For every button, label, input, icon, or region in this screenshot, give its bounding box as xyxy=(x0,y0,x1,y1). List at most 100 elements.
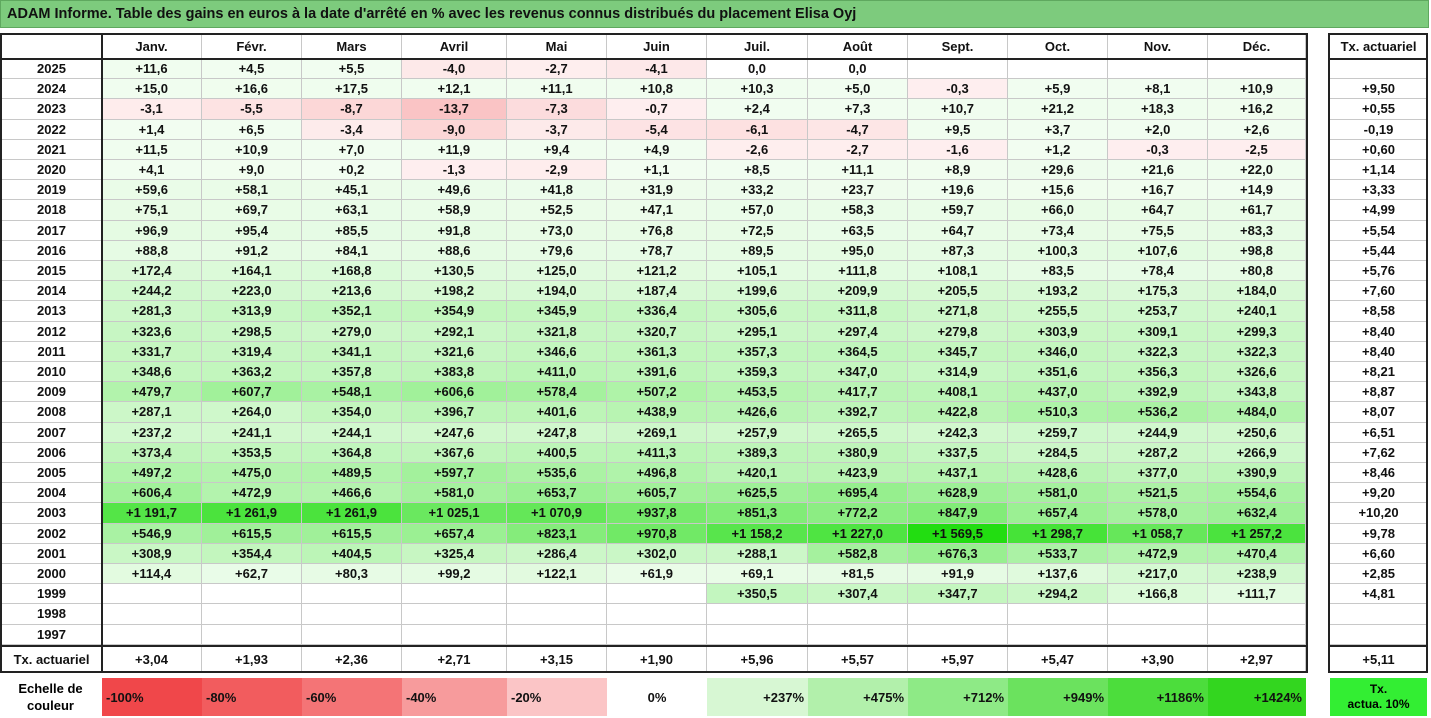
table-cell: +1 261,9 xyxy=(202,503,302,524)
table-cell: +21,2 xyxy=(1008,99,1108,120)
table-cell: +253,7 xyxy=(1108,301,1208,322)
table-cell: +4,5 xyxy=(202,59,302,80)
table-cell: +322,3 xyxy=(1108,341,1208,362)
column-header: Sept. xyxy=(908,34,1008,59)
year-label: 2023 xyxy=(2,99,102,120)
table-cell: +411,0 xyxy=(507,362,607,383)
table-cell: +353,5 xyxy=(202,442,302,463)
rate-cell xyxy=(1330,625,1427,645)
summary-cell: +3,90 xyxy=(1108,646,1208,672)
table-cell: +61,9 xyxy=(607,564,707,585)
table-cell: +199,6 xyxy=(707,281,808,302)
table-cell: +172,4 xyxy=(102,261,202,282)
table-cell: +321,6 xyxy=(402,341,507,362)
table-cell: +10,8 xyxy=(607,79,707,100)
table-cell: +347,7 xyxy=(908,584,1008,605)
table-cell: -8,7 xyxy=(302,99,402,120)
table-cell: +240,1 xyxy=(1208,301,1306,322)
table-cell xyxy=(1108,604,1208,625)
table-cell: +88,6 xyxy=(402,240,507,261)
table-cell: -0,7 xyxy=(607,99,707,120)
table-cell: +11,6 xyxy=(102,59,202,80)
table-cell xyxy=(607,604,707,625)
rate-cell: +9,78 xyxy=(1330,524,1427,544)
year-label: 2001 xyxy=(2,543,102,564)
table-cell: -7,3 xyxy=(507,99,607,120)
summary-cell: +5,97 xyxy=(908,646,1008,672)
table-cell: +89,5 xyxy=(707,240,808,261)
table-cell: -2,6 xyxy=(707,139,808,160)
table-cell: +266,9 xyxy=(1208,442,1306,463)
table-cell: +548,1 xyxy=(302,382,402,403)
year-label: 2000 xyxy=(2,564,102,585)
rate-cell: +10,20 xyxy=(1330,503,1427,524)
table-cell xyxy=(908,604,1008,625)
table-cell: +554,6 xyxy=(1208,483,1306,504)
table-cell: +11,5 xyxy=(102,139,202,160)
year-label: 2009 xyxy=(2,382,102,403)
table-cell: +2,0 xyxy=(1108,119,1208,140)
column-header: Avril xyxy=(402,34,507,59)
table-cell: +357,3 xyxy=(707,341,808,362)
table-cell: +607,7 xyxy=(202,382,302,403)
year-label: 2013 xyxy=(2,301,102,322)
table-cell: +937,8 xyxy=(607,503,707,524)
table-cell: +350,5 xyxy=(707,584,808,605)
table-cell: +15,0 xyxy=(102,79,202,100)
table-cell: +346,0 xyxy=(1008,341,1108,362)
table-cell: +21,6 xyxy=(1108,160,1208,181)
year-label: 2024 xyxy=(2,79,102,100)
table-cell xyxy=(1008,59,1108,80)
table-cell: +535,6 xyxy=(507,463,607,484)
table-cell xyxy=(607,584,707,605)
table-cell xyxy=(102,604,202,625)
table-cell: +772,2 xyxy=(808,503,908,524)
table-cell: +307,4 xyxy=(808,584,908,605)
table-cell: -2,7 xyxy=(808,139,908,160)
color-scale-stop: -40% xyxy=(402,678,507,716)
rate-cell: +1,14 xyxy=(1330,160,1427,181)
rate-cell: -0,19 xyxy=(1330,120,1427,140)
table-cell: +12,1 xyxy=(402,79,507,100)
table-cell: +367,6 xyxy=(402,442,507,463)
table-cell: -2,9 xyxy=(507,160,607,181)
table-cell: +11,1 xyxy=(808,160,908,181)
table-cell: +250,6 xyxy=(1208,422,1306,443)
table-cell: +302,0 xyxy=(607,543,707,564)
table-cell: +396,7 xyxy=(402,402,507,423)
table-cell: +91,2 xyxy=(202,240,302,261)
table-cell: +205,5 xyxy=(908,281,1008,302)
table-cell: +58,3 xyxy=(808,200,908,221)
table-cell: +83,3 xyxy=(1208,220,1306,241)
table-cell: +23,7 xyxy=(808,180,908,201)
table-cell: +121,2 xyxy=(607,261,707,282)
table-cell: +489,5 xyxy=(302,463,402,484)
table-cell: +423,9 xyxy=(808,463,908,484)
table-cell: +343,8 xyxy=(1208,382,1306,403)
table-cell: +69,1 xyxy=(707,564,808,585)
table-cell: +308,9 xyxy=(102,543,202,564)
year-label: 2010 xyxy=(2,362,102,383)
table-cell: +341,1 xyxy=(302,341,402,362)
table-cell: +510,3 xyxy=(1008,402,1108,423)
table-cell: +628,9 xyxy=(908,483,1008,504)
year-label: 2012 xyxy=(2,321,102,342)
rate-cell: +5,44 xyxy=(1330,241,1427,261)
color-scale-label-line1: Echelle de xyxy=(18,681,83,696)
table-cell: +279,0 xyxy=(302,321,402,342)
color-scale-stop: +237% xyxy=(707,678,808,716)
rate-cell: +3,33 xyxy=(1330,180,1427,201)
table-cell: +72,5 xyxy=(707,220,808,241)
summary-cell: +3,04 xyxy=(102,646,202,672)
table-cell: +420,1 xyxy=(707,463,808,484)
table-cell: +63,5 xyxy=(808,220,908,241)
table-cell: +299,3 xyxy=(1208,321,1306,342)
table-cell: +29,6 xyxy=(1008,160,1108,181)
table-cell: +58,1 xyxy=(202,180,302,201)
year-label: 2014 xyxy=(2,281,102,302)
table-cell: +422,8 xyxy=(908,402,1008,423)
table-cell: +4,1 xyxy=(102,160,202,181)
table-cell: +847,9 xyxy=(908,503,1008,524)
table-cell: +111,8 xyxy=(808,261,908,282)
table-cell xyxy=(302,624,402,645)
